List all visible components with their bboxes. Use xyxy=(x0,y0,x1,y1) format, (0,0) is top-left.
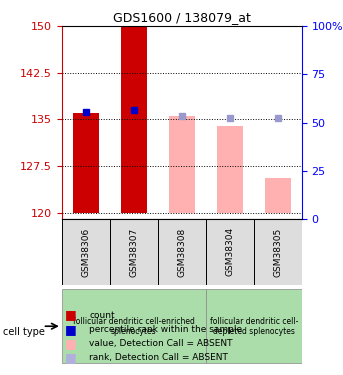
Bar xyxy=(73,113,99,213)
Text: ■: ■ xyxy=(65,337,77,350)
Text: cell type: cell type xyxy=(3,327,45,337)
Text: GSM38304: GSM38304 xyxy=(225,227,234,276)
Bar xyxy=(265,178,291,213)
Text: GSM38306: GSM38306 xyxy=(81,227,90,276)
FancyBboxPatch shape xyxy=(158,219,206,285)
Text: GSM38307: GSM38307 xyxy=(129,227,138,276)
Text: GSM38308: GSM38308 xyxy=(177,227,186,276)
Text: follicular dendritic cell-
depleted splenocytes: follicular dendritic cell- depleted sple… xyxy=(210,316,298,336)
Text: percentile rank within the sample: percentile rank within the sample xyxy=(89,325,242,334)
Text: value, Detection Call = ABSENT: value, Detection Call = ABSENT xyxy=(89,339,233,348)
FancyBboxPatch shape xyxy=(206,219,254,285)
Bar xyxy=(217,126,243,213)
FancyBboxPatch shape xyxy=(62,219,110,285)
Text: ■: ■ xyxy=(65,351,77,364)
Text: count: count xyxy=(89,310,115,320)
Text: ■: ■ xyxy=(65,309,77,321)
Text: rank, Detection Call = ABSENT: rank, Detection Call = ABSENT xyxy=(89,353,228,362)
Title: GDS1600 / 138079_at: GDS1600 / 138079_at xyxy=(113,11,251,24)
Text: GSM38305: GSM38305 xyxy=(273,227,282,276)
Text: follicular dendritic cell-enriched
splenocytes: follicular dendritic cell-enriched splen… xyxy=(73,316,195,336)
Bar xyxy=(169,116,195,213)
Bar xyxy=(121,26,147,213)
Text: ■: ■ xyxy=(65,323,77,336)
FancyBboxPatch shape xyxy=(110,219,158,285)
FancyBboxPatch shape xyxy=(206,289,302,363)
FancyBboxPatch shape xyxy=(62,289,206,363)
FancyBboxPatch shape xyxy=(254,219,302,285)
